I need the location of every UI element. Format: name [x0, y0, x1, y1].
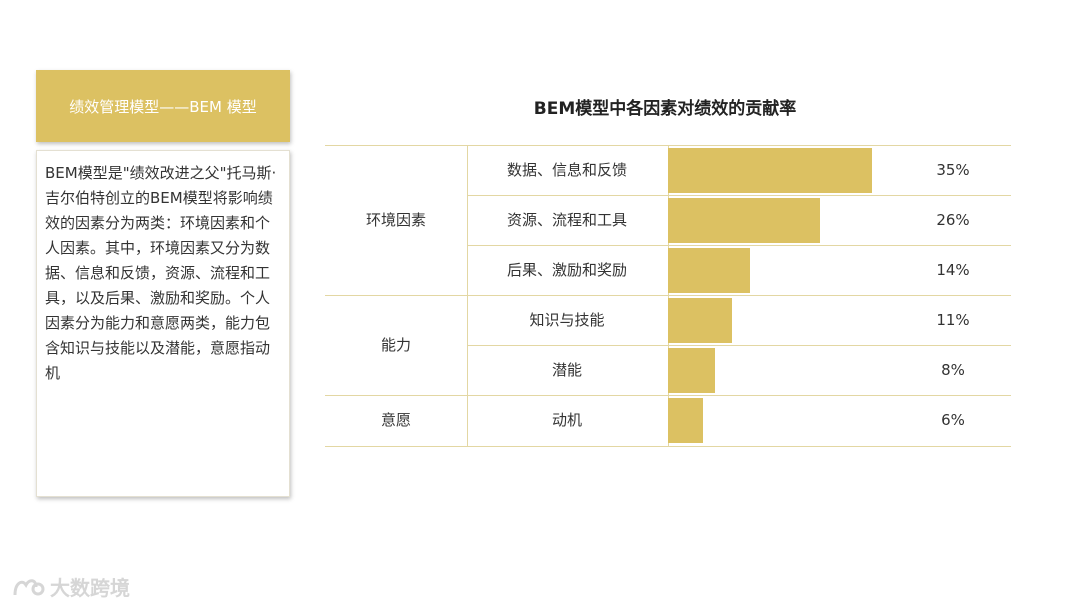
chart-title: BEM模型中各因素对绩效的贡献率: [533, 99, 797, 119]
grid-line-v: [668, 145, 669, 447]
model-description: BEM模型是"绩效改进之父"托马斯·吉尔伯特创立的BEM模型将影响绩效的因素分为…: [45, 164, 277, 382]
value-label: 11%: [936, 311, 970, 329]
factor-label: 数据、信息和反馈: [506, 161, 627, 179]
factor-label: 潜能: [551, 361, 582, 379]
contribution-bar: [668, 298, 732, 343]
factor-label: 动机: [551, 411, 582, 429]
grid-line-h: [467, 345, 1011, 346]
watermark: 大数跨境: [12, 572, 130, 601]
contribution-bar: [668, 148, 872, 193]
grid-line-h: [467, 195, 1011, 196]
brand-logo-icon: [13, 578, 45, 595]
contribution-bar: [668, 348, 715, 393]
value-label: 26%: [936, 211, 970, 229]
model-description-card: BEM模型是"绩效改进之父"托马斯·吉尔伯特创立的BEM模型将影响绩效的因素分为…: [36, 150, 290, 497]
value-label: 14%: [936, 261, 970, 279]
factor-label: 资源、流程和工具: [506, 211, 627, 229]
grid-line-v: [467, 145, 468, 447]
grid-line-h: [467, 245, 1011, 246]
factor-label: 知识与技能: [529, 311, 605, 329]
value-label: 8%: [941, 361, 965, 379]
contribution-bar: [668, 198, 820, 243]
group-label: 能力: [380, 336, 411, 354]
watermark-text: 大数跨境: [50, 576, 130, 600]
model-title-banner: 绩效管理模型——BEM 模型: [36, 70, 290, 142]
contribution-bar: [668, 398, 703, 443]
factor-label: 后果、激励和奖励: [506, 261, 627, 279]
group-label: 意愿: [380, 411, 411, 429]
value-label: 35%: [936, 161, 970, 179]
contribution-bar: [668, 248, 750, 293]
value-label: 6%: [941, 411, 965, 429]
contribution-chart: 环境因素能力意愿 数据、信息和反馈 35% 资源、流程和工具 26% 后果、激励和奖励 14…: [325, 145, 1011, 447]
group-label: 环境因素: [365, 211, 426, 229]
model-title: 绩效管理模型——BEM 模型: [69, 97, 257, 116]
